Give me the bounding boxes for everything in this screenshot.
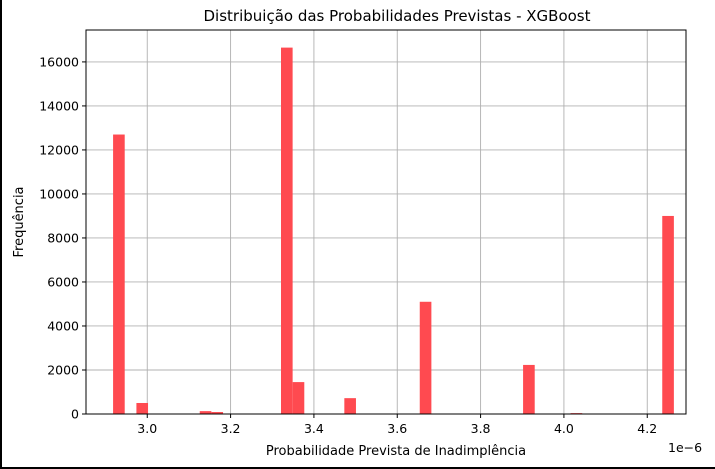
histogram-bar bbox=[136, 402, 149, 414]
y-tick-label: 14000 bbox=[39, 98, 79, 113]
y-tick-label: 10000 bbox=[39, 186, 79, 201]
x-tick-label: 4.2 bbox=[637, 421, 657, 436]
histogram-bar bbox=[211, 412, 224, 414]
histogram-bar bbox=[419, 301, 432, 414]
x-tick-label: 4.0 bbox=[554, 421, 574, 436]
y-tick-label: 6000 bbox=[47, 274, 79, 289]
x-axis-label: Probabilidade Prevista de Inadimplência bbox=[266, 444, 526, 459]
y-axis-ticks: 0 2000 4000 6000 8000 10000 12000 14000 16000 bbox=[39, 54, 86, 422]
x-tick-label: 3.6 bbox=[387, 421, 407, 436]
histogram-bar bbox=[281, 47, 293, 414]
x-tick-label: 3.0 bbox=[137, 421, 157, 436]
y-tick-label: 0 bbox=[71, 407, 79, 422]
chart-title: Distribuição das Probabilidades Prevista… bbox=[204, 7, 591, 25]
x-axis-ticks: 3.0 3.2 3.4 3.6 3.8 4.0 4.2 bbox=[137, 414, 657, 436]
histogram-bar bbox=[523, 364, 535, 414]
bars-group bbox=[113, 47, 674, 414]
x-axis-offset-label: 1e−6 bbox=[668, 440, 702, 455]
histogram-bar bbox=[292, 382, 305, 414]
y-axis-label: Frequência bbox=[12, 186, 27, 257]
histogram-bar bbox=[113, 134, 125, 414]
y-tick-label: 12000 bbox=[39, 142, 79, 157]
x-tick-label: 3.8 bbox=[471, 421, 491, 436]
x-tick-label: 3.4 bbox=[304, 421, 324, 436]
y-tick-label: 4000 bbox=[47, 318, 79, 333]
x-tick-label: 3.2 bbox=[221, 421, 241, 436]
grid-lines bbox=[86, 30, 686, 415]
y-tick-label: 2000 bbox=[47, 362, 79, 377]
plot-area-border bbox=[85, 29, 687, 415]
histogram-bar bbox=[662, 215, 674, 414]
histogram-bar bbox=[344, 398, 356, 414]
y-tick-label: 8000 bbox=[47, 230, 79, 245]
y-tick-label: 16000 bbox=[39, 54, 79, 69]
histogram-bar bbox=[199, 411, 212, 414]
